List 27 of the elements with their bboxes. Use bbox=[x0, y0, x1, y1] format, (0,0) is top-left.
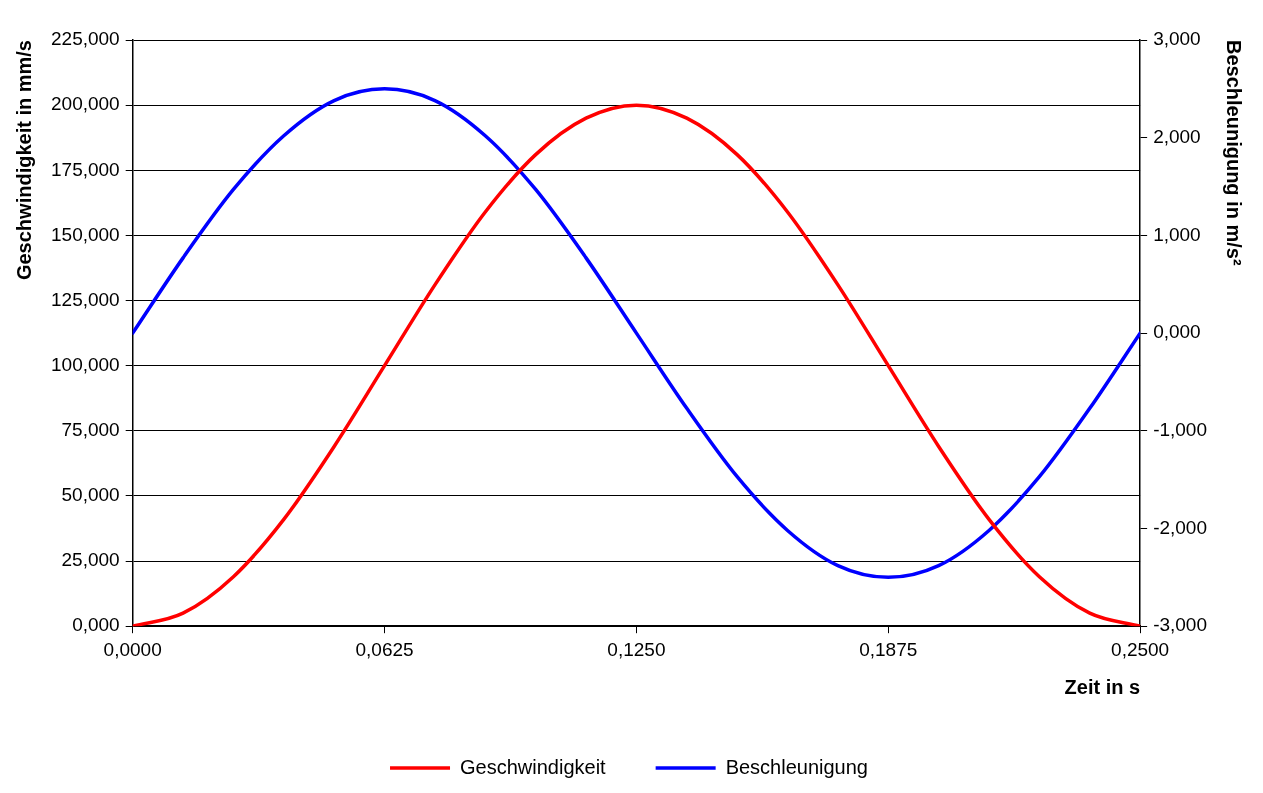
y2-tick-label: 3,000 bbox=[1153, 28, 1201, 50]
x-axis-title: Zeit in s bbox=[1064, 675, 1141, 698]
x-tick-label: 0,1875 bbox=[859, 638, 918, 660]
x-tick-label: 0,0000 bbox=[103, 638, 162, 660]
y-tick-label: 200,000 bbox=[50, 93, 120, 115]
y-tick-label: 175,000 bbox=[50, 158, 120, 180]
y-tick-label: 225,000 bbox=[50, 28, 120, 50]
y2-axis-title: Beschleunigung in m/s² bbox=[1223, 40, 1246, 266]
y2-tick-label: -2,000 bbox=[1153, 516, 1207, 538]
y-tick-label: 100,000 bbox=[50, 353, 120, 375]
y2-tick-label: -1,000 bbox=[1153, 419, 1207, 441]
x-tick-label: 0,0625 bbox=[355, 638, 414, 660]
x-tick-label: 0,2500 bbox=[1111, 638, 1170, 660]
y2-tick-label: 0,000 bbox=[1153, 321, 1201, 343]
y-tick-label: 125,000 bbox=[50, 288, 120, 310]
y-tick-label: 150,000 bbox=[50, 223, 120, 245]
y-tick-label: 50,000 bbox=[61, 484, 120, 506]
y-tick-label: 0,000 bbox=[72, 614, 120, 636]
y-tick-label: 75,000 bbox=[61, 419, 120, 441]
x-tick-label: 0,1250 bbox=[607, 638, 666, 660]
y2-tick-label: 1,000 bbox=[1153, 223, 1201, 245]
y-tick-label: 25,000 bbox=[61, 549, 120, 571]
y2-tick-label: -3,000 bbox=[1153, 614, 1207, 636]
y-axis-title: Geschwindigkeit in mm/s bbox=[12, 40, 35, 281]
legend-label: Beschleunigung bbox=[725, 755, 868, 778]
legend-label: Geschwindigkeit bbox=[460, 755, 607, 778]
y2-tick-label: 2,000 bbox=[1153, 125, 1201, 147]
